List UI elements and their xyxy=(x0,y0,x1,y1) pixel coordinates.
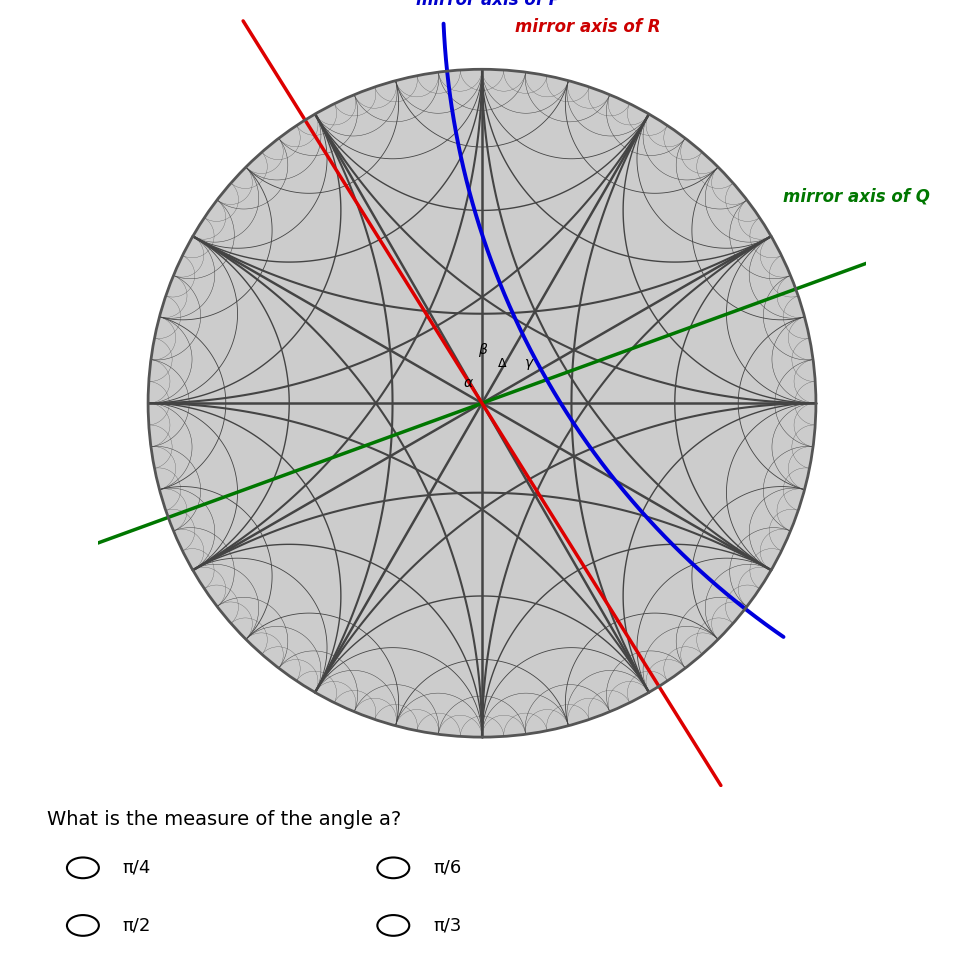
Text: mirror axis of R: mirror axis of R xyxy=(516,18,661,36)
Text: What is the measure of the angle a?: What is the measure of the angle a? xyxy=(47,810,402,829)
Text: π/2: π/2 xyxy=(122,917,151,934)
Text: γ: γ xyxy=(524,356,533,371)
Text: β: β xyxy=(477,343,487,357)
Text: π/6: π/6 xyxy=(433,859,462,876)
Text: α: α xyxy=(464,376,473,390)
Text: mirror axis of P: mirror axis of P xyxy=(416,0,561,10)
Circle shape xyxy=(148,69,816,737)
Text: π/3: π/3 xyxy=(433,917,462,934)
Text: mirror axis of Q: mirror axis of Q xyxy=(783,187,929,205)
Text: π/4: π/4 xyxy=(122,859,151,876)
Text: Δ: Δ xyxy=(497,356,506,370)
